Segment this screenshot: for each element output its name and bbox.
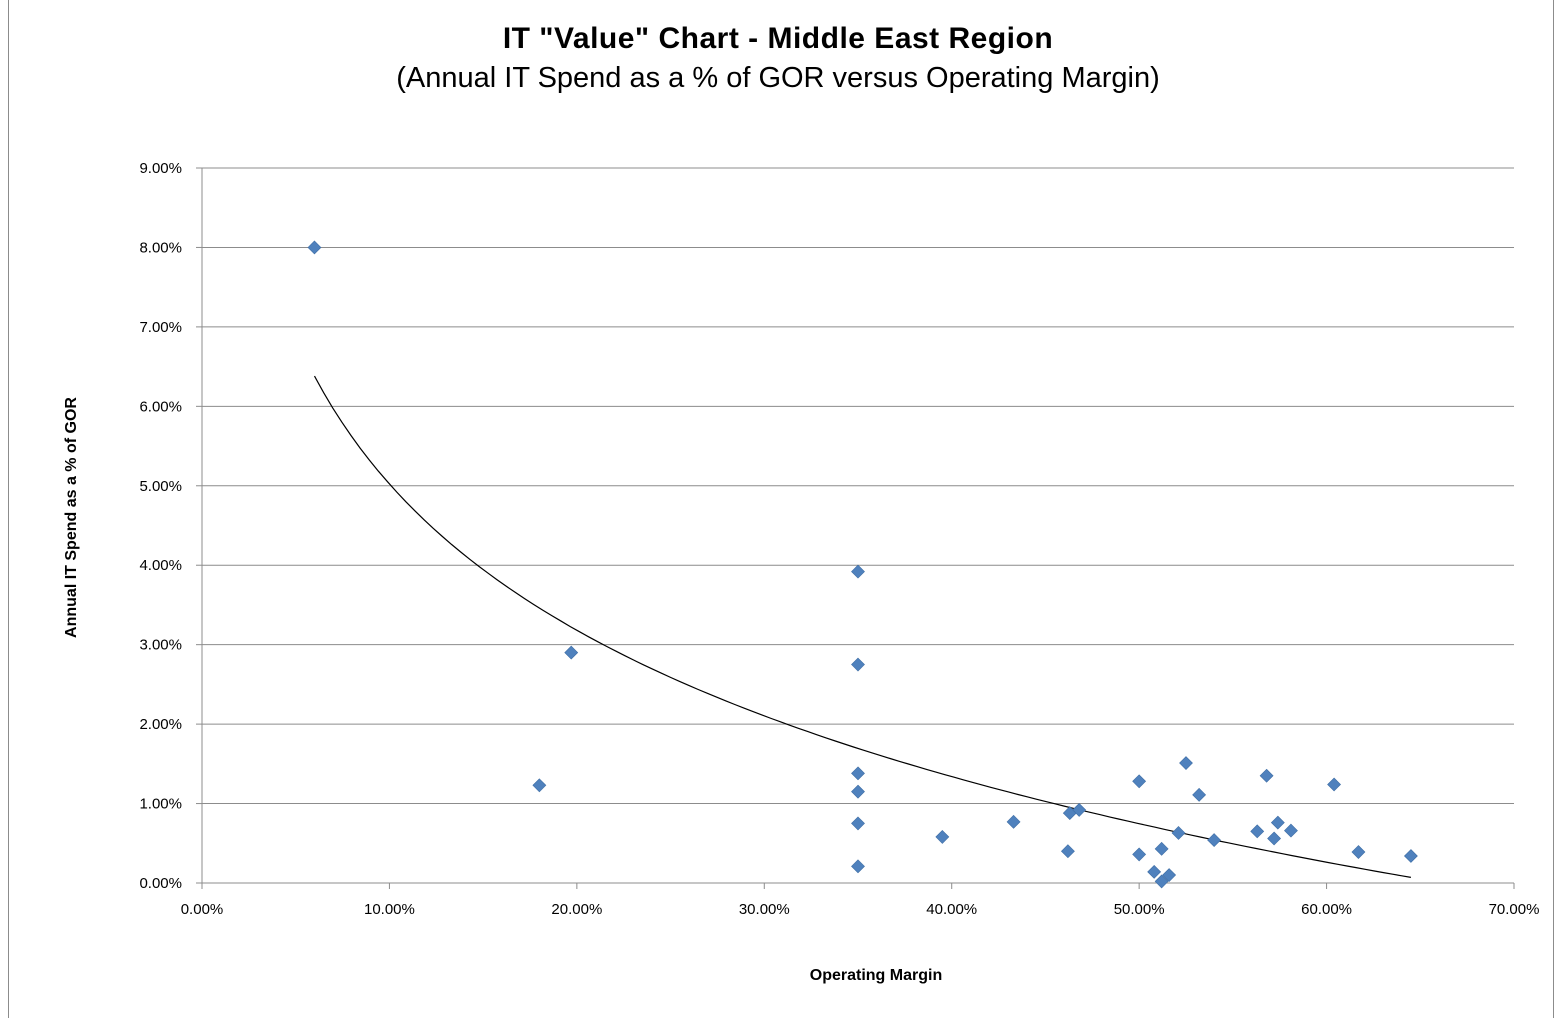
data-point	[1072, 802, 1087, 817]
data-point	[1171, 826, 1186, 840]
trendline	[313, 375, 1412, 878]
data-point	[851, 816, 865, 831]
data-point	[851, 784, 865, 799]
data-points	[307, 240, 1418, 889]
x-tick-label: 30.00%	[739, 901, 790, 918]
data-point	[307, 240, 322, 255]
y-tick-label: 0.00%	[139, 875, 182, 892]
data-point	[851, 766, 865, 781]
x-tick-labels: 0.00% 10.00% 20.00% 30.00% 40.00% 50.00% 60.00…	[181, 901, 1540, 918]
data-point	[1132, 774, 1147, 789]
data-point	[1162, 868, 1177, 882]
data-point	[851, 859, 865, 874]
y-tick-label: 5.00%	[139, 478, 182, 495]
data-point	[1351, 845, 1366, 859]
x-tick-label: 70.00%	[1489, 901, 1540, 918]
data-point	[1403, 849, 1418, 863]
data-point	[851, 564, 865, 579]
chart-frame	[8, 0, 1554, 1018]
data-point	[851, 657, 865, 672]
data-point	[1267, 831, 1282, 846]
axes	[196, 167, 1515, 889]
data-point	[935, 829, 950, 844]
data-point	[1132, 847, 1147, 862]
data-point	[1060, 844, 1075, 859]
y-tick-label: 4.00%	[139, 557, 182, 574]
y-tick-label: 2.00%	[139, 716, 182, 733]
top-cropped-strip	[0, 0, 1556, 8]
data-point	[1147, 864, 1162, 879]
chart-subtitle: (Annual IT Spend as a % of GOR versus Op…	[396, 62, 1160, 94]
data-point	[1192, 787, 1207, 802]
data-point	[1154, 841, 1169, 856]
x-tick-label: 20.00%	[551, 901, 602, 918]
data-point	[1270, 815, 1285, 830]
data-point	[1179, 756, 1193, 770]
x-axis-title: Operating Margin	[810, 967, 942, 984]
data-point	[1006, 814, 1021, 829]
y-tick-label: 7.00%	[139, 319, 182, 336]
data-point	[532, 778, 547, 793]
y-tick-label: 8.00%	[139, 239, 182, 256]
data-point	[1154, 874, 1169, 889]
gridlines	[202, 167, 1514, 805]
x-tick-label: 0.00%	[181, 901, 224, 918]
y-tick-label: 1.00%	[139, 796, 182, 813]
data-point	[1327, 777, 1341, 792]
y-tick-label: 6.00%	[139, 398, 182, 415]
y-tick-label: 9.00%	[139, 160, 182, 177]
x-tick-label: 10.00%	[364, 901, 415, 918]
y-tick-labels: 0.00% 1.00% 2.00% 3.00% 4.00% 5.00% 6.00% 7.00%…	[139, 160, 182, 892]
x-tick-label: 40.00%	[926, 901, 977, 918]
data-point	[1207, 833, 1222, 848]
data-point	[1250, 824, 1265, 839]
data-point	[1284, 823, 1298, 838]
y-tick-label: 3.00%	[139, 637, 182, 654]
x-tick-label: 60.00%	[1301, 901, 1352, 918]
y-axis-title: Annual IT Spend as a % of GOR	[63, 397, 80, 638]
x-tick-label: 50.00%	[1114, 901, 1165, 918]
chart-title: IT "Value" Chart - Middle East Region	[502, 22, 1054, 55]
data-point	[1259, 768, 1274, 783]
data-point	[564, 645, 579, 660]
